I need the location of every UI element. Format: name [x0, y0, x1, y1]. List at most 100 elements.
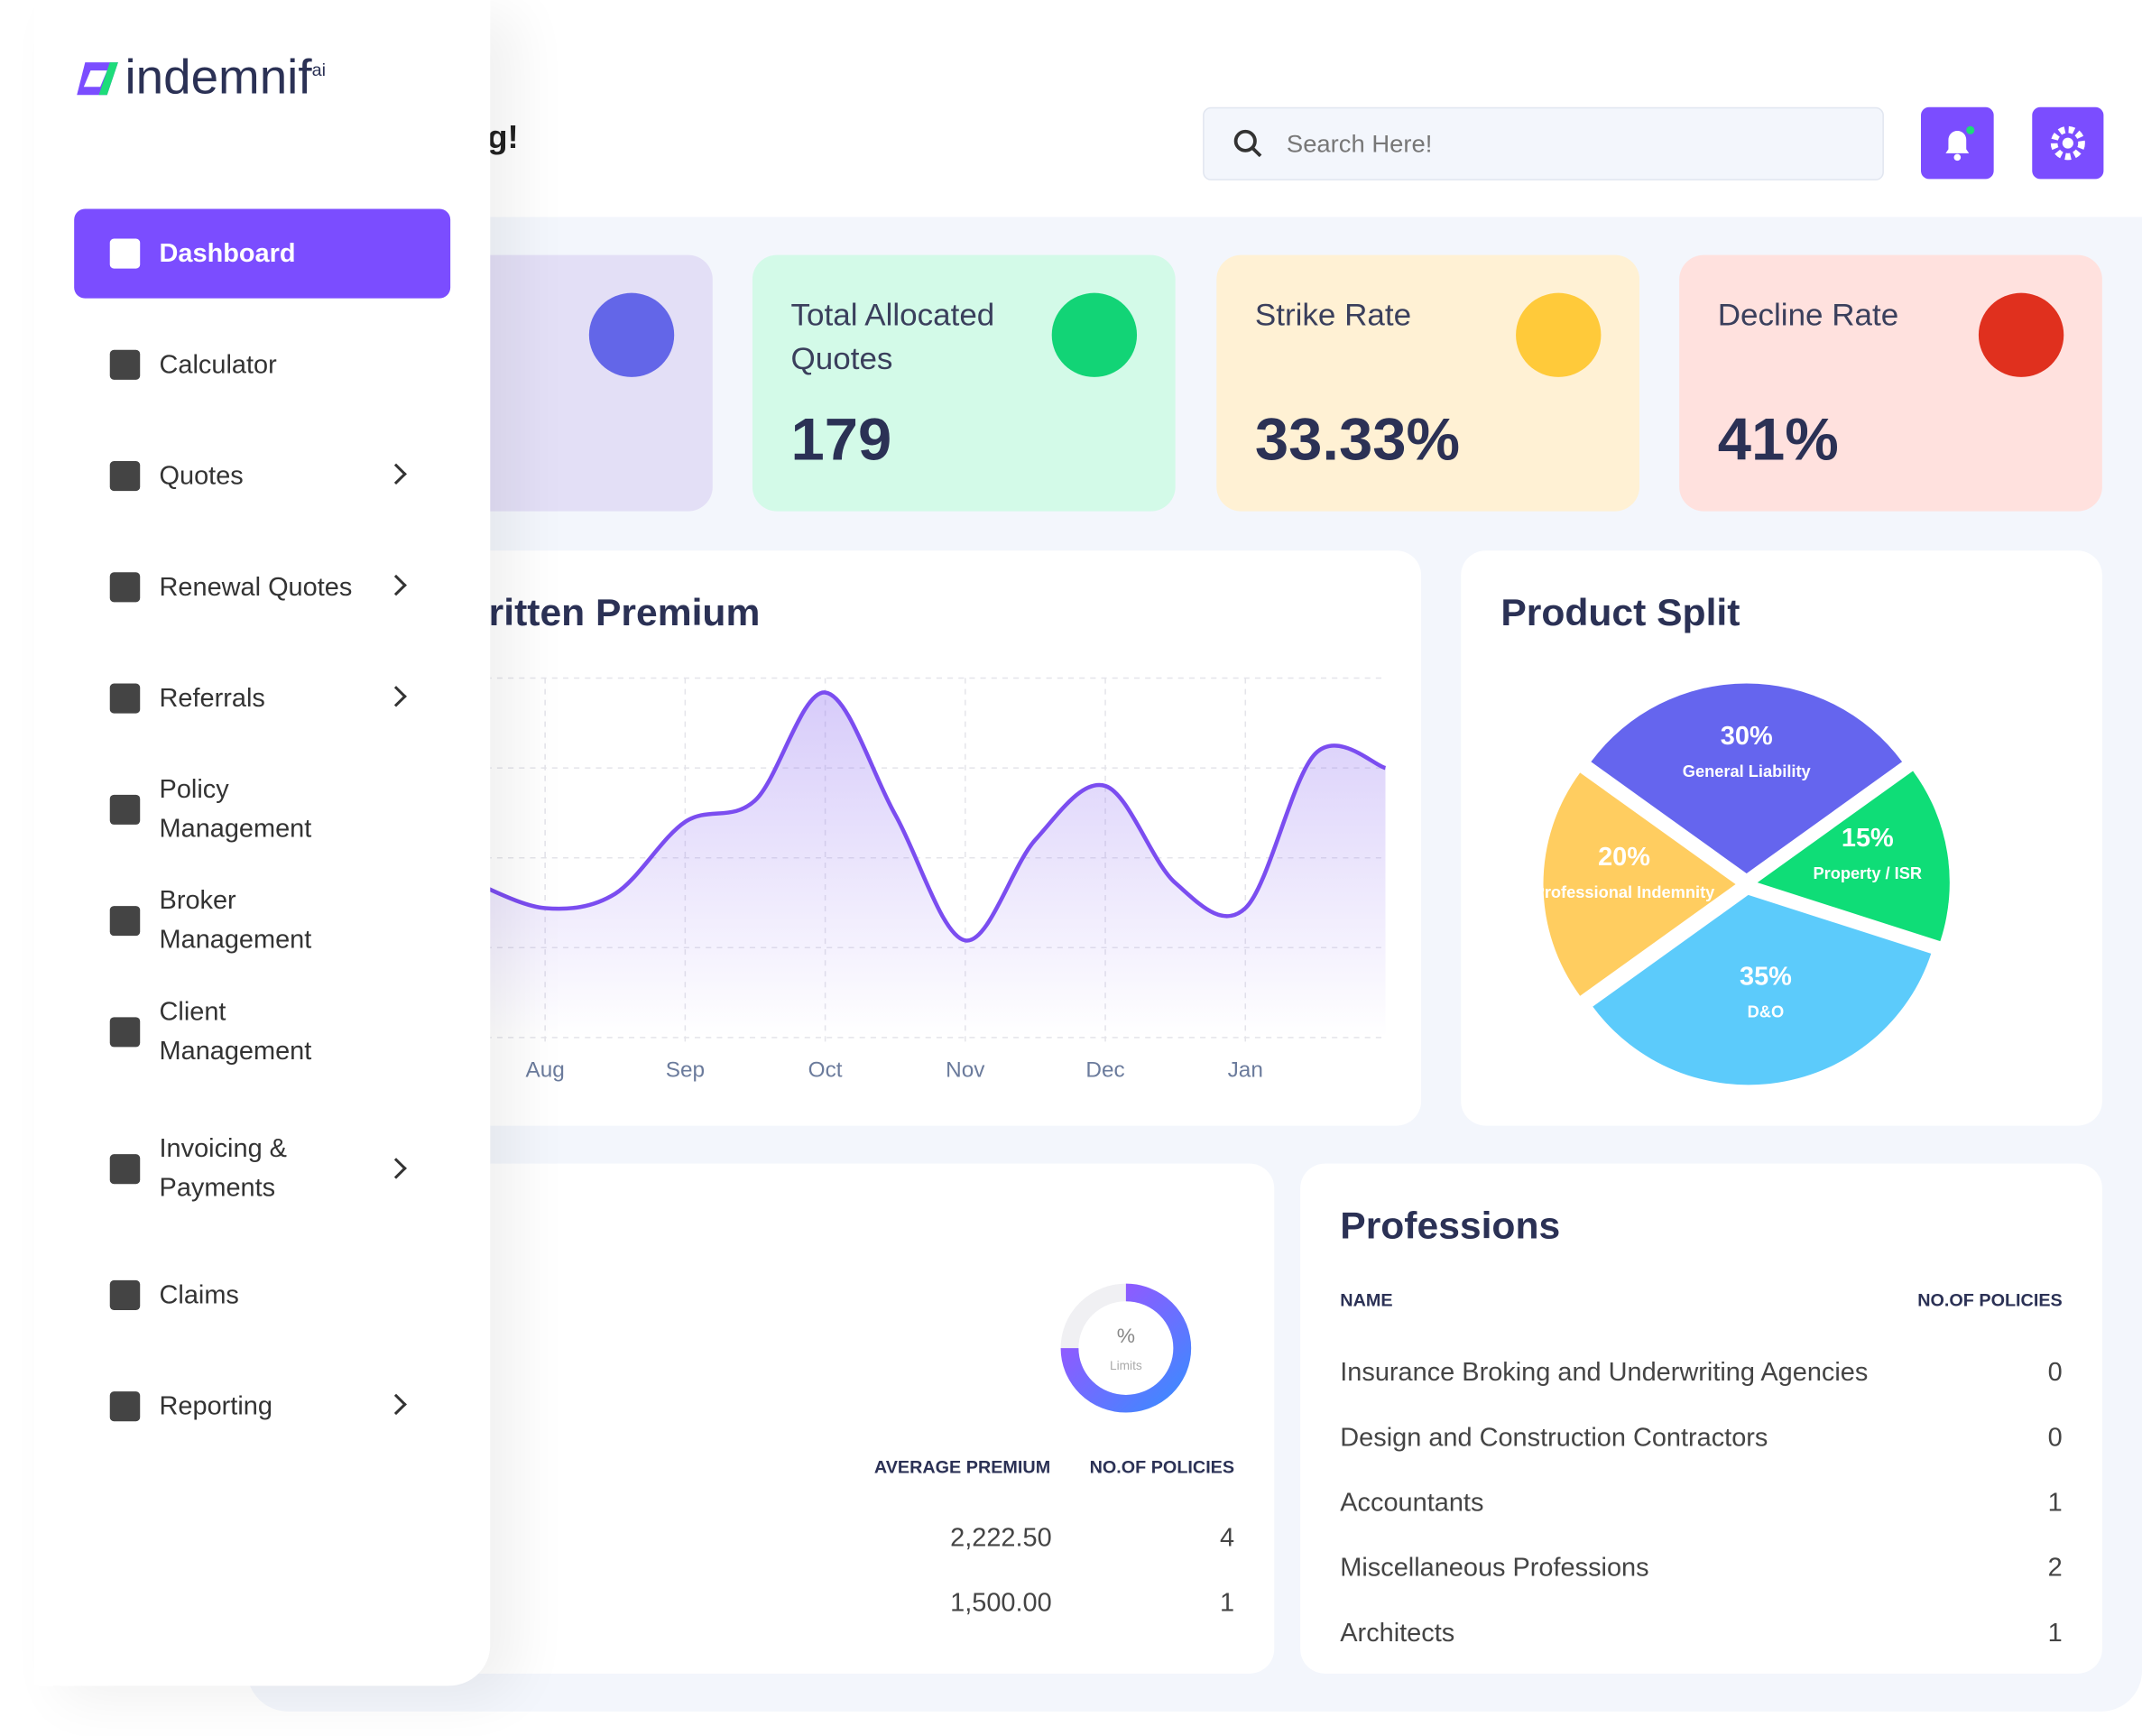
nav-item[interactable]: Client Management — [74, 987, 450, 1076]
slice-value: 35% — [1740, 963, 1792, 992]
nav-item[interactable]: Referrals — [74, 653, 450, 743]
search[interactable]: Search Here! — [1203, 106, 1884, 180]
pie-card: Product Split 30% General Liability 15% Pro… — [1461, 550, 2102, 1126]
chevron — [385, 463, 407, 485]
chart-title: Written Premium — [453, 591, 761, 633]
chart-title: Product Split — [1500, 591, 1740, 633]
column-header: NO.OF POLICIES — [1089, 1456, 1235, 1477]
table-cell: 1 — [1220, 1589, 1235, 1619]
logo-sup: ai — [311, 60, 326, 80]
nav-item[interactable]: Policy Management — [74, 765, 450, 854]
chevron — [385, 574, 407, 596]
stat-label: Strike Rate — [1254, 297, 1412, 333]
donut-label: Limits — [1110, 1359, 1142, 1372]
chevron — [385, 1158, 407, 1179]
area — [475, 692, 1386, 1038]
slice-label: Property / ISR — [1814, 864, 1923, 882]
nav-item[interactable]: Dashboard — [74, 208, 451, 299]
nav-label: Dashboard — [159, 239, 296, 268]
nav-icon — [109, 461, 141, 492]
nav-item[interactable]: Broker Management — [74, 876, 450, 965]
x-tick-label: Sep — [666, 1058, 705, 1083]
table-cell: 1 — [2047, 1619, 2063, 1648]
nav-icon — [109, 906, 141, 937]
stat-icon — [1978, 292, 2064, 377]
nav-item[interactable]: Claims — [74, 1251, 450, 1340]
chevron — [385, 1393, 407, 1416]
nav-icon — [109, 794, 141, 825]
nav-item[interactable]: Quotes — [74, 431, 450, 521]
x-tick-label: Jan — [1228, 1058, 1263, 1083]
nav-icon — [109, 1154, 141, 1185]
stat-card: Strike Rate 33.33% — [1216, 254, 1640, 512]
table-cell: Architects — [1340, 1619, 1455, 1648]
nav-icon — [109, 1017, 141, 1048]
line-chart: Aug Sep Oct Nov Dec Jan — [474, 677, 1387, 1083]
donut-symbol: % — [1117, 1324, 1135, 1347]
x-tick-label: Nov — [946, 1058, 985, 1083]
nav-icon — [109, 349, 141, 380]
logo: indemnifai — [125, 49, 325, 106]
nav-label: Claims — [159, 1280, 239, 1310]
column-header: NO.OF POLICIES — [1917, 1289, 2063, 1310]
nav-label: Renewal Quotes — [159, 573, 353, 602]
logo-text: indemnif — [125, 49, 312, 105]
stat-label: Decline Rate — [1717, 297, 1899, 333]
stat-icon — [588, 292, 675, 377]
pie-slice — [1591, 683, 1903, 873]
nav-item[interactable]: Invoicing & Payments — [74, 1121, 450, 1218]
slice-label: General Liability — [1683, 762, 1811, 780]
logo-mark — [77, 62, 118, 96]
stat-card: d — [453, 254, 713, 512]
table-cell: 0 — [2047, 1424, 2063, 1453]
nav-icon — [109, 572, 141, 603]
slice-label: D&O — [1748, 1003, 1785, 1021]
nav-icon — [109, 238, 141, 269]
nav-label: Broker Management — [159, 887, 312, 956]
stat-label: Total Allocated Quotes — [790, 297, 995, 376]
nav-icon — [109, 683, 141, 714]
slice-value: 30% — [1721, 722, 1773, 751]
greeting: g! — [487, 119, 519, 156]
slice-label: Professional Indemnity — [1534, 883, 1715, 901]
table-cell: 1,500.00 — [950, 1589, 1052, 1619]
table-cell: Design and Construction Contractors — [1340, 1424, 1768, 1453]
nav-label: Reporting — [159, 1391, 272, 1421]
nav-label: Policy Management — [159, 775, 312, 844]
stat-value: 33.33% — [1254, 406, 1461, 474]
table-cell: 2 — [2047, 1554, 2063, 1584]
table-cell: 4 — [1220, 1524, 1235, 1554]
nav-label: Quotes — [159, 461, 244, 491]
search-placeholder: Search Here! — [1286, 129, 1433, 157]
stat-card: Decline Rate 41% — [1679, 254, 2102, 512]
premium-card: Written Premium Aug Sep Oct Nov Dec Jan — [453, 550, 1422, 1126]
notifications[interactable] — [1920, 106, 1994, 180]
chevron — [385, 686, 407, 707]
nav-label: Invoicing & Payments — [159, 1135, 287, 1204]
slice-value: 15% — [1842, 824, 1894, 853]
donut: % Limits — [1060, 1283, 1192, 1413]
table-cell: 0 — [2047, 1359, 2063, 1388]
nav-item[interactable]: Reporting — [74, 1362, 450, 1451]
pie-slice — [1543, 772, 1736, 996]
table-cell: Accountants — [1340, 1489, 1484, 1518]
nav-icon — [109, 1391, 141, 1422]
nav-item[interactable]: Renewal Quotes — [74, 542, 450, 632]
nav-label: Client Management — [159, 998, 312, 1067]
pie-slice — [1593, 894, 1932, 1085]
table-cell: Miscellaneous Professions — [1340, 1554, 1649, 1584]
professions-title: Professions — [1340, 1204, 1561, 1247]
nav-item[interactable]: Calculator — [74, 320, 450, 410]
table-cell: Insurance Broking and Underwriting Agenc… — [1340, 1359, 1869, 1388]
pie-slice — [1757, 771, 1950, 942]
stat-value: 179 — [790, 406, 892, 474]
x-tick-label: Oct — [808, 1058, 843, 1083]
professions-card: Professions NAME NO.OF POLICIES Insurance … — [1300, 1163, 2102, 1674]
nav-icon — [109, 1279, 141, 1310]
pie-chart: 30% General Liability 15% Property / ISR 35%… — [1534, 683, 1950, 1085]
nav-label: Calculator — [159, 350, 277, 380]
nav-label: Referrals — [159, 684, 265, 713]
column-header: AVERAGE PREMIUM — [873, 1456, 1051, 1477]
settings[interactable] — [2032, 106, 2104, 180]
